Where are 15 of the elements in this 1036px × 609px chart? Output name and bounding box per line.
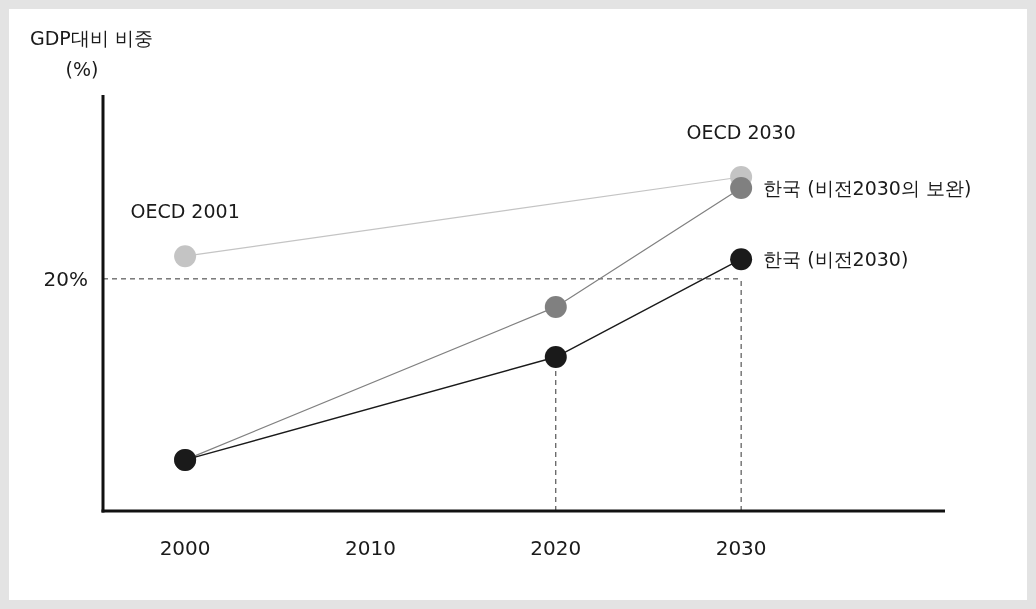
annotation: OECD 2001 <box>130 200 240 223</box>
annotation: OECD 2030 <box>686 121 796 143</box>
point <box>730 248 753 271</box>
x-tick-label: 2020 <box>530 536 582 560</box>
text: 20% <box>43 266 88 291</box>
series-label: 한국 (비전2030) <box>763 248 909 271</box>
text: GDP대비 비중 (%) <box>30 27 153 80</box>
x-tick-label: 2030 <box>715 536 767 560</box>
point <box>544 346 567 369</box>
x-tick-label: 2000 <box>159 536 211 560</box>
series-label: 한국 (비전2030의 보완) <box>763 177 972 200</box>
point <box>730 177 753 200</box>
point <box>544 295 567 318</box>
point <box>174 245 197 268</box>
x-tick-label: 2010 <box>344 536 396 560</box>
